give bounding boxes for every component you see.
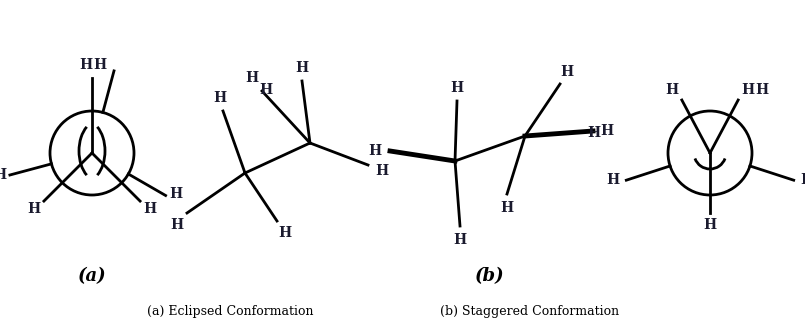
Text: H: H: [756, 83, 769, 97]
Text: H: H: [143, 202, 157, 216]
Text: H: H: [369, 144, 382, 158]
Text: H: H: [451, 81, 464, 95]
Text: H: H: [213, 91, 226, 105]
Text: H: H: [93, 58, 106, 72]
Text: H: H: [246, 71, 258, 85]
Text: H: H: [704, 218, 716, 232]
Text: H: H: [279, 226, 291, 240]
Text: H: H: [0, 168, 6, 182]
Text: H: H: [588, 126, 601, 140]
Text: H: H: [501, 201, 514, 215]
Text: H: H: [375, 164, 389, 178]
Text: H: H: [295, 61, 308, 75]
Text: H: H: [560, 65, 573, 79]
Text: H: H: [171, 218, 184, 232]
Text: H: H: [27, 202, 40, 216]
Text: (b): (b): [475, 267, 505, 285]
Text: H: H: [453, 233, 467, 247]
Text: H: H: [665, 83, 679, 97]
Text: H: H: [169, 186, 182, 201]
Text: H: H: [601, 124, 613, 138]
Text: H: H: [741, 83, 755, 97]
Text: (b) Staggered Conformation: (b) Staggered Conformation: [440, 305, 620, 317]
Text: (a): (a): [78, 267, 106, 285]
Text: (a) Eclipsed Conformation: (a) Eclipsed Conformation: [147, 305, 313, 317]
Text: H: H: [259, 83, 273, 97]
Text: H: H: [607, 173, 620, 187]
Text: H: H: [80, 58, 93, 72]
Text: H: H: [800, 173, 805, 187]
